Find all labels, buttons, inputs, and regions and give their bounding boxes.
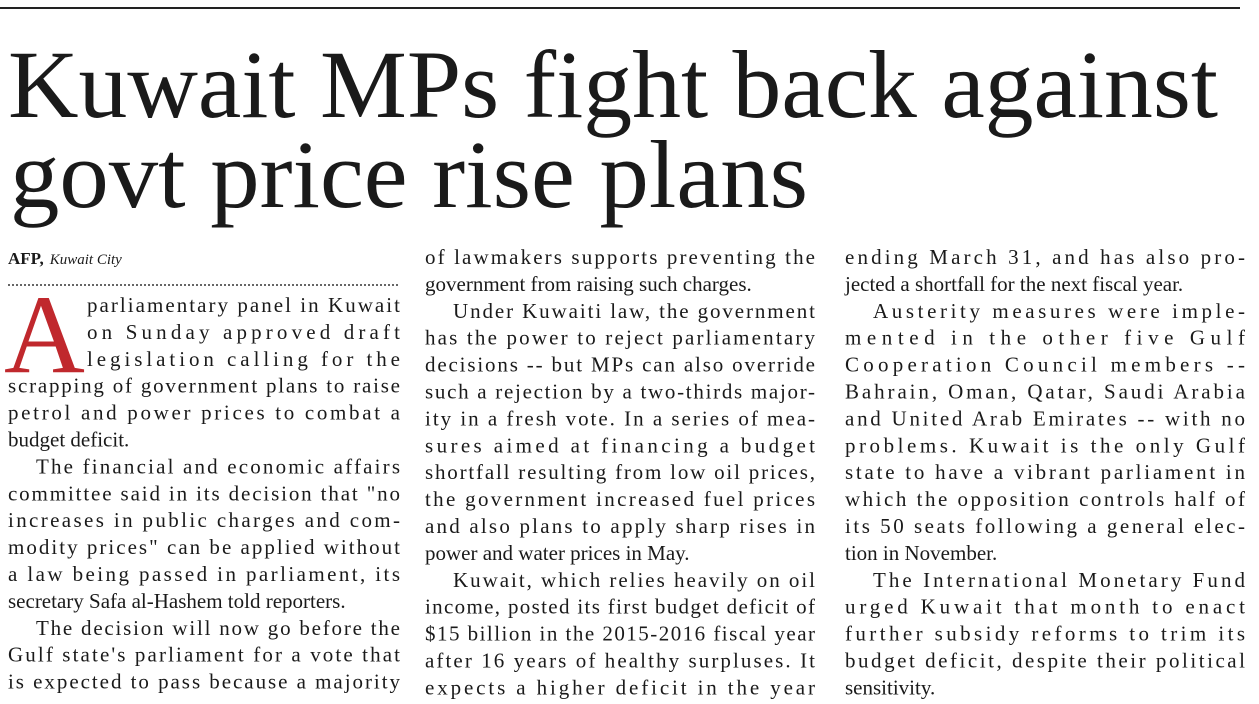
body-line: jected a shortfall for the next fiscal y… xyxy=(844,272,1183,296)
body-line: sensitivity. xyxy=(845,675,935,699)
body-line: $15 billion in the 2015-2016 fiscal year xyxy=(425,622,815,646)
body-line: is expected to pass because a majority xyxy=(8,670,401,694)
body-line: Under Kuwaiti law, the government xyxy=(453,299,815,323)
body-line: Bahrain, Oman, Qatar, Saudi Arabia xyxy=(845,380,1246,404)
headline: Kuwait MPs fight back against xyxy=(8,31,1218,138)
body-line: ending March 31, and has also pro- xyxy=(845,245,1245,269)
body-line: sures aimed at financing a budget xyxy=(425,433,815,457)
body-line: the government increased fuel prices xyxy=(425,487,815,511)
body-line: problems. Kuwait is the only Gulf xyxy=(845,433,1245,457)
body-line: government from raising such charges. xyxy=(425,272,752,296)
body-line: Austerity measures were imple- xyxy=(873,299,1245,323)
body-line: has the power to reject parliamentary xyxy=(425,326,816,350)
body-line: which the opposition controls half of xyxy=(845,487,1245,511)
body-line: power and water prices in May. xyxy=(425,541,690,565)
body-line: secretary Safa al-Hashem told reporters. xyxy=(8,589,346,613)
body-line: a law being passed in parliament, its xyxy=(8,562,400,586)
body-line: scrapping of government plans to raise xyxy=(8,374,400,398)
body-line: such a rejection by a two-thirds major- xyxy=(425,380,815,404)
body-line: and United Arab Emirates -- with no xyxy=(845,406,1245,430)
body-line: on Sunday approved draft xyxy=(87,320,400,344)
body-line: committee said in its decision that "no xyxy=(8,481,400,505)
body-line: budget deficit, despite their political xyxy=(845,649,1245,673)
body-line: after 16 years of healthy surpluses. It xyxy=(425,649,815,673)
byline-location: Kuwait City xyxy=(49,252,122,268)
body-line: Gulf state's parliament for a vote that xyxy=(8,643,400,667)
body-line: shortfall resulting from low oil prices, xyxy=(425,460,815,484)
body-line: petrol and power prices to combat a xyxy=(8,401,401,425)
body-line: Kuwait, which relies heavily on oil xyxy=(453,568,815,592)
body-line: ity in a fresh vote. In a series of mea- xyxy=(425,406,815,430)
body-line: increases in public charges and com- xyxy=(8,508,400,532)
body-line: urged Kuwait that month to enact xyxy=(845,595,1245,619)
body-line: mented in the other five Gulf xyxy=(845,326,1245,350)
headline: govt price rise plans xyxy=(10,121,808,228)
body-line: tion in November. xyxy=(845,541,997,565)
body-line: modity prices" can be applied without xyxy=(8,535,400,559)
body-line: legislation calling for the xyxy=(87,347,400,371)
body-line: parliamentary panel in Kuwait xyxy=(87,293,400,317)
body-line: expects a higher deficit in the year xyxy=(425,675,815,699)
body-line: state to have a vibrant parliament in xyxy=(845,460,1246,484)
body-line: decisions -- but MPs can also override xyxy=(425,353,815,377)
body-line: further subsidy reforms to trim its xyxy=(845,622,1245,646)
body-line: income, posted its first budget deficit … xyxy=(425,595,815,619)
drop-cap: A xyxy=(4,273,85,397)
body-line: budget deficit. xyxy=(8,428,129,452)
byline-agency: AFP, xyxy=(8,249,44,268)
body-line: of lawmakers supports preventing the xyxy=(425,245,815,269)
